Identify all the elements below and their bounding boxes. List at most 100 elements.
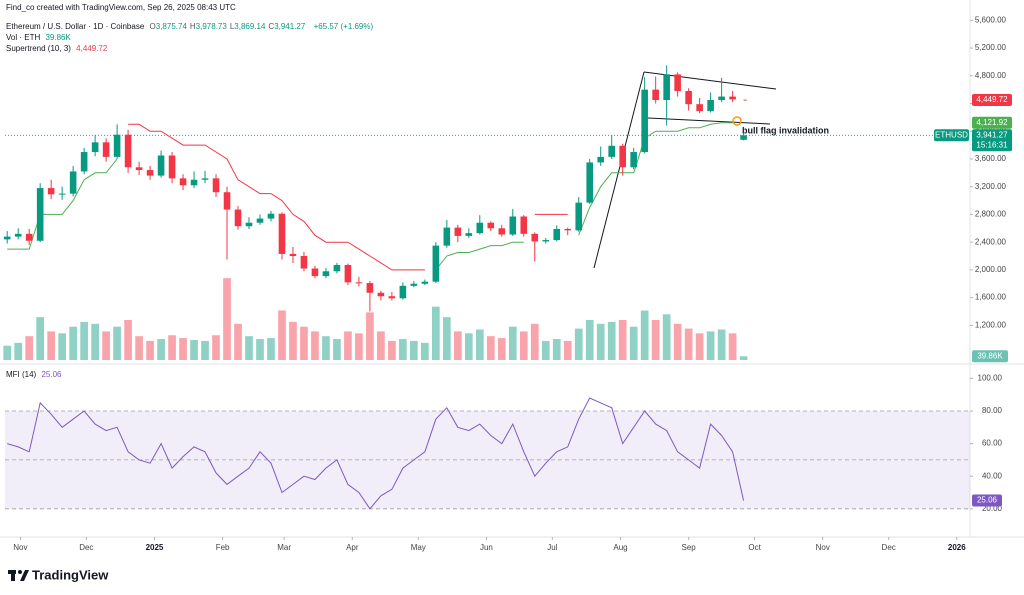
change: +65.57 (+1.69%) <box>313 22 374 31</box>
candle-body <box>718 96 725 101</box>
volume-bar <box>322 336 330 360</box>
y-tick-label: 5,600.00 <box>975 15 1007 24</box>
volume-bar <box>464 333 473 360</box>
volume-name: Vol · ETH <box>6 33 41 42</box>
candle-body <box>333 265 341 272</box>
supertrend-legend: Supertrend (10, 3) 4,449.72 <box>6 44 110 53</box>
mfi-tag: 25.06 <box>977 496 998 505</box>
volume-bar <box>223 278 231 360</box>
candle-body <box>201 178 209 180</box>
x-tick-label: 2025 <box>146 543 164 552</box>
y-tick-label: 5,200.00 <box>975 43 1007 52</box>
mfi-legend: MFI (14) 25.06 <box>6 370 65 379</box>
candle-body <box>14 233 22 237</box>
ohlc-key: H <box>189 22 196 31</box>
x-tick-label: Sep <box>682 543 697 552</box>
candle-body <box>58 193 66 195</box>
volume-bar <box>695 333 704 360</box>
symbol-title: Ethereum / U.S. Dollar · 1D · Coinbase <box>6 22 145 31</box>
x-tick-label: Oct <box>748 543 761 552</box>
volume-bar <box>25 336 34 360</box>
volume-bar <box>300 326 308 360</box>
x-tick-label: 2026 <box>948 543 966 552</box>
mfi-y-tick-label: 80.00 <box>982 406 1003 415</box>
ohlc-value: 3,978.73 <box>195 22 227 31</box>
x-tick-label: Feb <box>216 543 230 552</box>
volume-bar <box>486 336 495 360</box>
volume-bar <box>585 320 594 360</box>
volume-bar <box>245 336 253 360</box>
volume-bar <box>91 323 99 360</box>
volume-bar <box>102 331 110 360</box>
candle-body <box>344 265 352 283</box>
ohlc-key: L <box>229 22 235 31</box>
volume-bar <box>311 331 319 360</box>
candle-body <box>135 167 143 171</box>
volume-bar <box>530 323 539 360</box>
symbol-legend: Ethereum / U.S. Dollar · 1D · Coinbase O… <box>6 22 376 31</box>
candle-body <box>410 283 418 286</box>
volume-bar <box>508 326 517 360</box>
y-tick-label: 3,600.00 <box>975 154 1007 163</box>
volume-bar <box>234 323 242 360</box>
candle-body <box>586 162 594 203</box>
volume-bar <box>190 340 198 360</box>
flag-drawing <box>593 71 777 269</box>
x-tick-label: Mar <box>277 543 291 552</box>
volume-bar <box>212 335 220 360</box>
ohlc-key: C <box>268 22 275 31</box>
volume-legend: Vol · ETH 39.86K <box>6 33 74 42</box>
candle-body <box>630 152 637 168</box>
volume-value: 39.86K <box>45 33 71 42</box>
candle-body <box>245 222 253 227</box>
candle-body <box>311 268 319 277</box>
volume-bar <box>541 340 550 360</box>
volume-bar <box>366 312 374 360</box>
candle-body <box>25 233 33 241</box>
candle-body <box>740 135 747 140</box>
candle-body <box>553 228 561 241</box>
candle-body <box>498 228 506 235</box>
volume-bar <box>640 310 649 360</box>
volume-bar <box>519 331 528 360</box>
last-price-tag-bg <box>972 129 1012 152</box>
candle-body <box>696 104 703 112</box>
y-tick-label: 2,000.00 <box>975 265 1007 274</box>
x-tick-label: May <box>411 543 426 552</box>
candle-body <box>685 91 692 105</box>
y-tick-label: 3,200.00 <box>975 182 1007 191</box>
candle-body <box>388 296 396 299</box>
volume-bar <box>3 345 12 360</box>
volume-bar <box>58 333 66 360</box>
candle-body <box>443 227 451 246</box>
volume-tag: 39.86K <box>977 351 1003 360</box>
x-tick-label: Dec <box>882 543 896 552</box>
y-tick-label: 1,200.00 <box>975 320 1007 329</box>
volume-bar <box>607 321 616 360</box>
candle-body <box>597 156 605 163</box>
candle-body <box>377 292 385 297</box>
candle-body <box>509 216 517 235</box>
x-tick-label: Jun <box>480 543 493 552</box>
mfi-y-tick-label: 100.00 <box>978 374 1003 383</box>
candle-body <box>3 236 11 240</box>
candle-body <box>267 213 275 219</box>
volume-bar <box>442 317 451 360</box>
annotation: bull flag invalidation <box>742 125 829 135</box>
x-tick-label: Jul <box>547 543 557 552</box>
mfi-y-tick-label: 20.00 <box>982 504 1003 513</box>
candle-body <box>212 178 220 193</box>
candle-body <box>531 233 539 242</box>
candle-body <box>47 188 55 195</box>
volume-bar <box>410 340 418 360</box>
mfi-y-tick-label: 60.00 <box>982 439 1003 448</box>
mfi-line <box>7 397 745 510</box>
candle-body <box>91 142 99 153</box>
candle-body <box>542 240 550 242</box>
volume-bar <box>475 329 484 360</box>
volume-bar <box>662 314 671 360</box>
volume-bar <box>728 333 737 360</box>
x-tick-label: Dec <box>79 543 93 552</box>
candle-body <box>399 285 407 299</box>
